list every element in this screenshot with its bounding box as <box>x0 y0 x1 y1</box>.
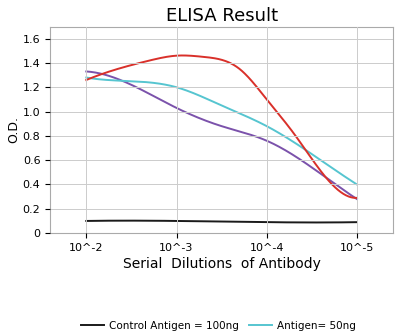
Antigen= 50ng <box>244 115 249 119</box>
Antigen= 10ng <box>84 70 89 74</box>
Control Antigen = 100ng <box>126 219 130 223</box>
Antigen= 100ng <box>313 162 318 166</box>
Antigen= 50ng <box>250 117 254 121</box>
Antigen= 10ng <box>245 132 250 136</box>
Line: Control Antigen = 100ng: Control Antigen = 100ng <box>86 221 357 222</box>
Antigen= 100ng <box>354 196 358 200</box>
Control Antigen = 100ng <box>85 219 90 223</box>
Control Antigen = 100ng <box>314 220 319 224</box>
Antigen= 50ng <box>84 76 89 80</box>
Line: Antigen= 10ng: Antigen= 10ng <box>86 72 357 199</box>
Control Antigen = 100ng <box>84 219 89 223</box>
Antigen= 10ng <box>250 133 254 137</box>
Antigen= 50ng <box>354 182 359 186</box>
Antigen= 100ng <box>246 75 251 79</box>
Control Antigen = 100ng <box>246 220 251 224</box>
Y-axis label: O.D.: O.D. <box>7 116 20 143</box>
Antigen= 100ng <box>330 183 335 187</box>
Title: ELISA Result: ELISA Result <box>166 7 278 25</box>
Line: Antigen= 100ng: Antigen= 100ng <box>86 56 357 198</box>
Control Antigen = 100ng <box>331 220 336 224</box>
Antigen= 10ng <box>312 167 317 171</box>
Line: Antigen= 50ng: Antigen= 50ng <box>86 78 357 184</box>
Antigen= 10ng <box>329 179 334 183</box>
Antigen= 100ng <box>250 80 255 84</box>
Antigen= 100ng <box>84 78 89 82</box>
Antigen= 50ng <box>85 76 90 80</box>
Antigen= 100ng <box>85 78 90 82</box>
Antigen= 100ng <box>354 196 359 200</box>
Antigen= 100ng <box>245 74 250 78</box>
Antigen= 50ng <box>329 166 334 169</box>
Control Antigen = 100ng <box>313 220 318 224</box>
Antigen= 10ng <box>354 197 359 201</box>
Control Antigen = 100ng <box>250 220 255 224</box>
X-axis label: Serial  Dilutions  of Antibody: Serial Dilutions of Antibody <box>123 257 320 271</box>
Antigen= 50ng <box>245 115 250 119</box>
Antigen= 10ng <box>244 132 249 136</box>
Legend: Control Antigen = 100ng, Antigen= 10ng, Antigen= 50ng, Antigen= 100ng: Control Antigen = 100ng, Antigen= 10ng, … <box>76 317 367 333</box>
Antigen= 50ng <box>312 154 317 158</box>
Control Antigen = 100ng <box>354 220 359 224</box>
Antigen= 10ng <box>85 70 90 74</box>
Antigen= 100ng <box>180 54 185 58</box>
Control Antigen = 100ng <box>245 220 250 224</box>
